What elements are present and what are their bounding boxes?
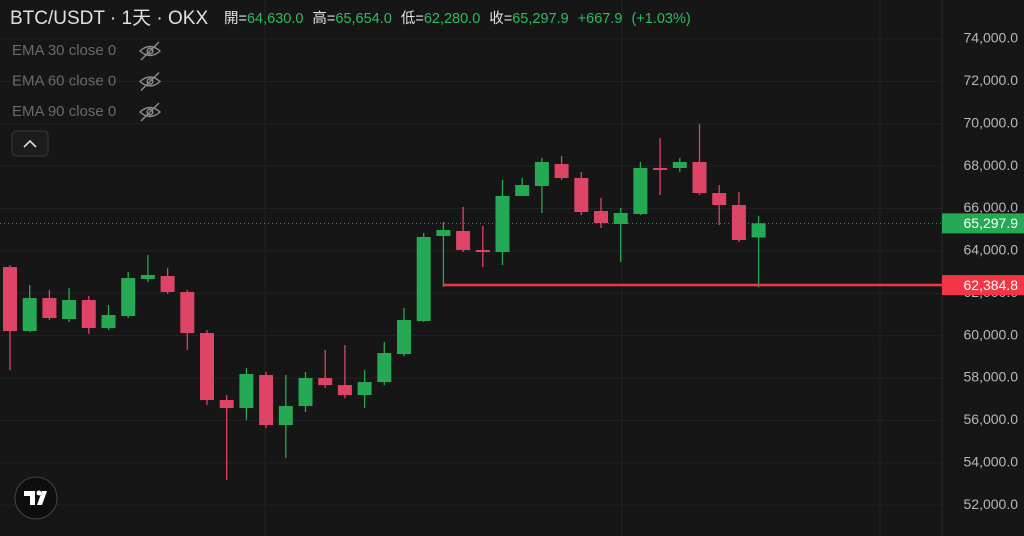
y-tick-label: 74,000.0 [964,30,1019,46]
ohlc-value: 65,654.0 [335,11,391,27]
candle-body [751,223,766,238]
y-tick-label: 58,000.0 [964,369,1019,385]
candle-body [495,196,510,253]
ohlc-value: +667.9 [578,11,623,27]
candle-body [554,163,569,179]
candle-body [62,300,77,320]
change-pct: (+1.03%) [631,11,690,27]
ohlc-value: 65,297.9 [512,11,568,27]
eye-pupil [146,108,154,116]
candle-body [121,278,136,317]
indicator-label: EMA 90 close 0 [12,103,116,120]
candle-body [180,292,195,334]
candle-body [574,178,589,213]
candle-body [377,353,392,383]
candle-body [298,378,313,407]
ohlc-name: 收= [489,10,512,27]
y-tick-label: 60,000.0 [964,326,1019,342]
candle-body [200,333,214,401]
candle-body [397,320,411,355]
eye-slash [140,41,160,61]
candle-body [594,211,608,224]
candle-body [613,213,628,224]
candle-body [633,168,648,214]
ohlc-value: 62,280.0 [424,11,480,27]
chart-title: BTC/USDT · 1天 · OKX [10,8,208,29]
candle-body [239,374,254,409]
ohlc-value: 64,630.0 [247,11,303,27]
candle-body [42,298,57,319]
ohlc-name: 高= [312,10,335,27]
candle-body [22,298,37,332]
ohlc-name: 低= [401,10,424,27]
price-badge-label: 62,384.8 [964,277,1019,293]
candle-body [731,205,746,241]
candle-body [475,250,490,253]
candle-body [416,237,431,322]
y-tick-label: 52,000.0 [964,496,1019,512]
candle-body [357,382,372,396]
eye-pupil [146,77,154,86]
candle-body [318,378,333,386]
candle-body [436,230,451,237]
candle-body [160,276,175,293]
eye-slash [140,71,160,92]
candle-body [140,275,155,280]
candle-body [219,400,234,409]
candle-body [259,375,274,426]
price-badge [942,275,1024,296]
y-tick-label: 64,000.0 [964,242,1019,258]
candle-body [515,185,530,197]
candle-body [534,162,549,187]
price-badge [942,213,1024,234]
y-tick-label: 68,000.0 [964,157,1019,173]
y-tick-label: 72,000.0 [964,72,1019,88]
tv-logo[interactable] [14,476,58,520]
indicator-label: EMA 60 close 0 [12,72,116,89]
y-tick-label: 54,000.0 [964,453,1019,469]
eye-slash [140,102,160,122]
candle-body [101,315,116,329]
candle-body [712,193,727,206]
candle-body [653,168,668,171]
candle-body [3,267,17,332]
y-tick-label: 70,000.0 [964,114,1019,130]
ohlc-name: 開= [224,11,247,27]
y-tick-label: 66,000.0 [964,199,1019,215]
hide-toggle[interactable] [138,71,162,92]
price-badge-label: 65,297.9 [964,215,1019,231]
candle-body [278,406,293,426]
eye-pupil [146,47,154,55]
hide-toggle[interactable] [138,102,162,122]
candle-body [672,162,687,169]
candle-body [456,231,471,251]
candle-body [337,385,352,396]
hide-toggle[interactable] [138,41,162,61]
collapse-button[interactable] [11,130,49,157]
indicator-label: EMA 30 close 0 [12,42,116,59]
candle-body [692,162,707,194]
candle-body [81,300,96,329]
y-tick-label: 56,000.0 [964,411,1019,427]
